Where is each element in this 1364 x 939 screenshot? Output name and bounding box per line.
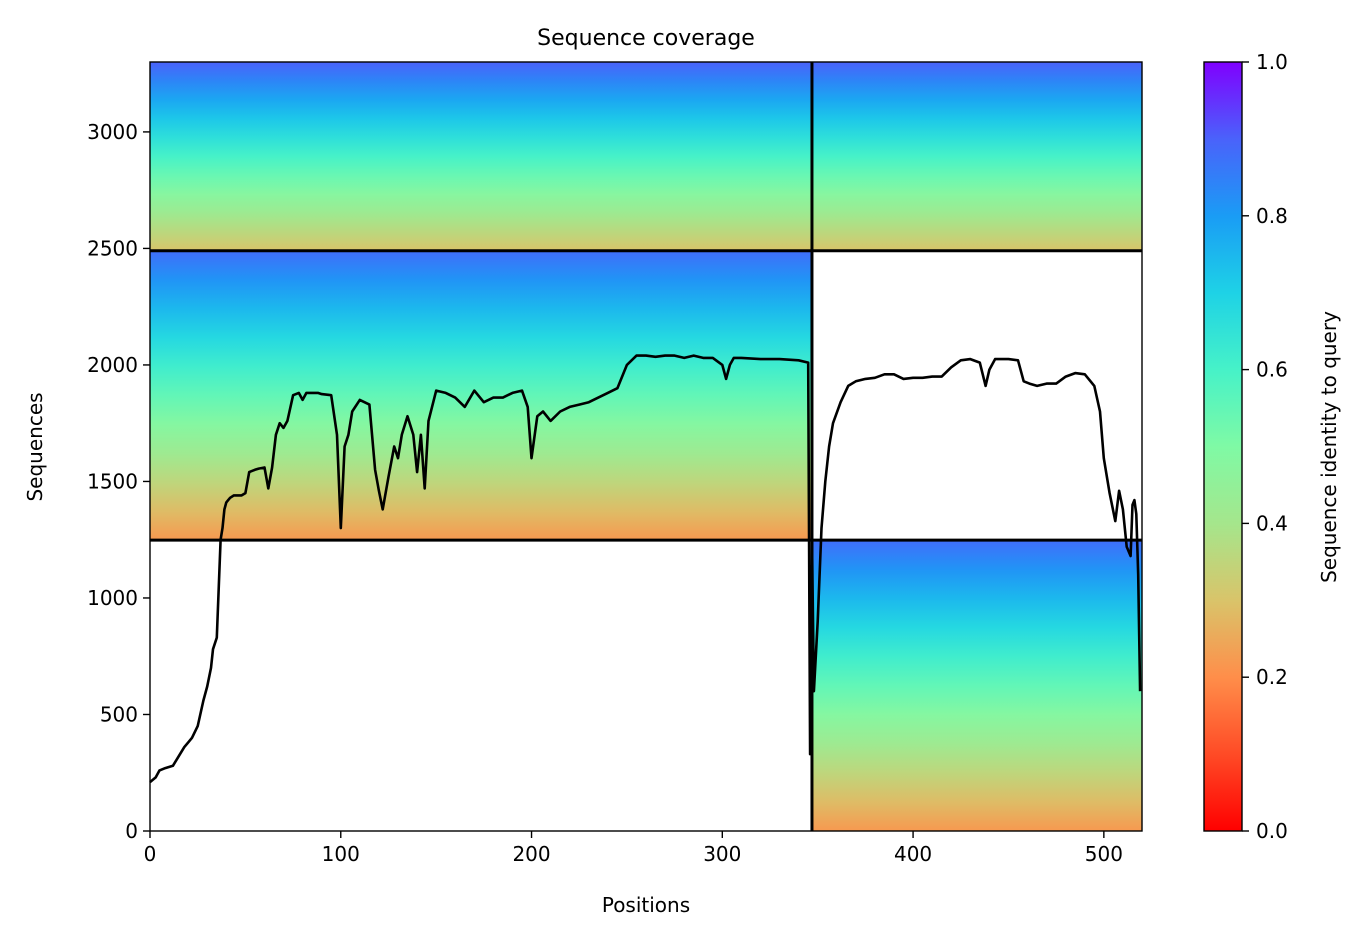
x-tick-label: 300: [703, 842, 741, 866]
colorbar-tick-label: 0.4: [1256, 511, 1288, 535]
x-tick-label: 400: [894, 842, 932, 866]
x-axis-label: Positions: [602, 893, 690, 917]
coverage-line: [149, 354, 1142, 784]
colorbar-tick-label: 0.8: [1256, 204, 1288, 228]
chart-title: Sequence coverage: [537, 26, 755, 51]
colorbar-tick-label: 1.0: [1256, 50, 1288, 74]
block-top-right: [811, 62, 1142, 251]
block-top-left: [150, 62, 812, 251]
y-tick-label: 1000: [87, 586, 138, 610]
block-bottom-right: [811, 540, 1142, 831]
y-axis-label: Sequences: [23, 392, 47, 501]
colorbar-tick-label: 0.2: [1256, 665, 1288, 689]
y-tick-label: 0: [125, 819, 138, 843]
block-dividers: [150, 62, 1142, 831]
y-axis-ticks: 0 500 1000 1500 2000 2500 3000: [87, 120, 150, 843]
x-tick-label: 200: [512, 842, 550, 866]
x-tick-label: 500: [1085, 842, 1123, 866]
colorbar-label: Sequence identity to query: [1317, 311, 1341, 583]
plot-frame: [149, 61, 1143, 832]
x-axis-ticks: 0 100 200 300 400 500: [144, 831, 1123, 866]
x-tick-label: 0: [144, 842, 157, 866]
colorbar-ticks: 0.0 0.2 0.4 0.6 0.8 1.0: [1242, 50, 1288, 843]
y-tick-label: 2000: [87, 353, 138, 377]
x-tick-label: 100: [322, 842, 360, 866]
y-tick-label: 2500: [87, 236, 138, 260]
colorbar-tick-label: 0.0: [1256, 819, 1288, 843]
y-tick-label: 3000: [87, 120, 138, 144]
y-tick-label: 500: [100, 702, 138, 726]
colorbar: [1203, 61, 1243, 832]
y-tick-label: 1500: [87, 469, 138, 493]
colorbar-tick-label: 0.6: [1256, 358, 1288, 382]
coverage-heatmap: [150, 62, 1142, 831]
block-middle-left: [150, 250, 812, 541]
